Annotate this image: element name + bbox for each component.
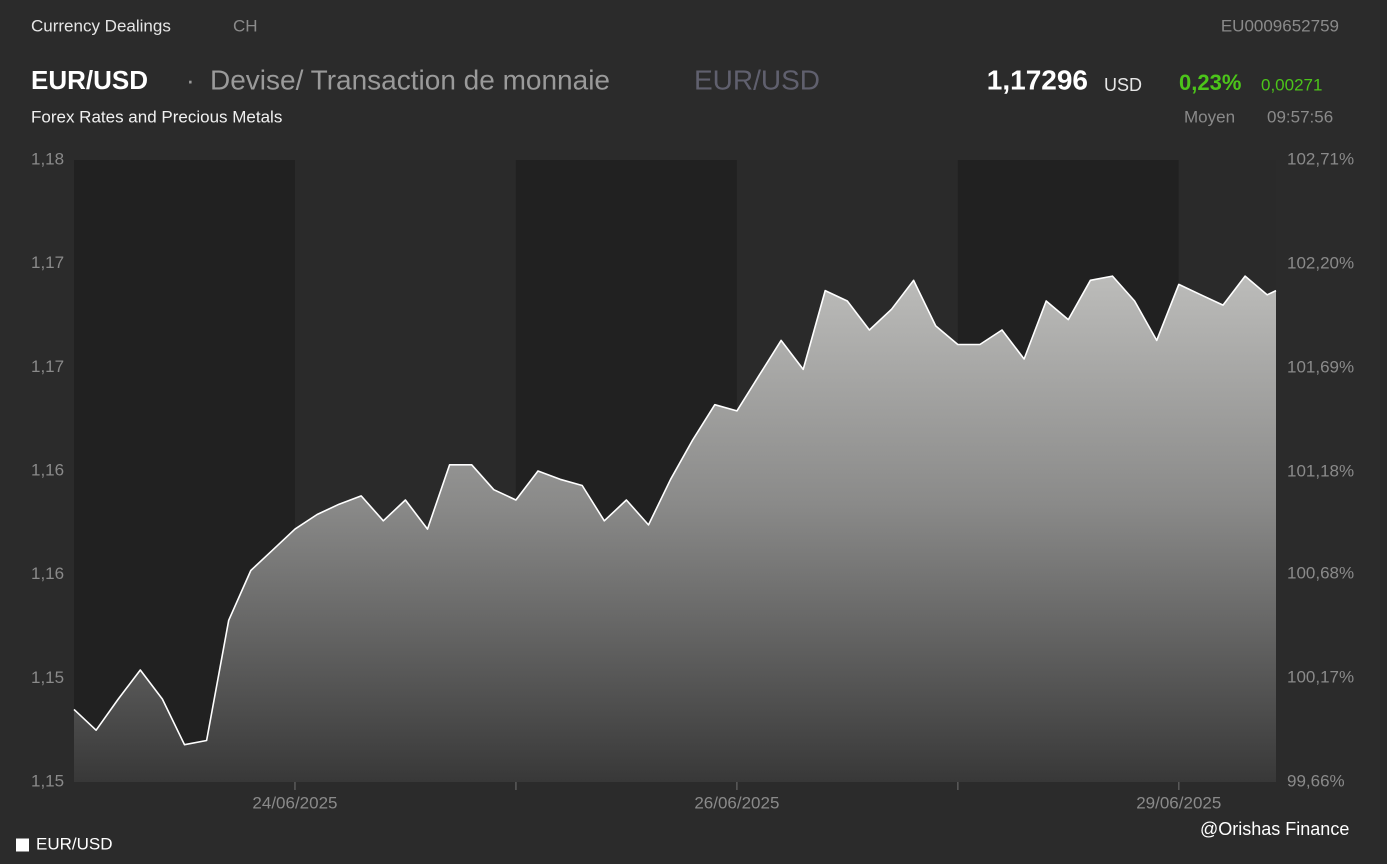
isin: EU0009652759: [1221, 16, 1339, 35]
y2-tick-label: 100,68%: [1287, 563, 1354, 582]
exchange: Currency Dealings: [31, 16, 171, 35]
area-fill: [74, 276, 1276, 782]
symbol: EUR/USD: [31, 65, 148, 95]
country: CH: [233, 16, 258, 35]
x-tick-label: 26/06/2025: [694, 793, 779, 812]
change-abs: 0,00271: [1261, 75, 1322, 94]
description: Devise/ Transaction de monnaie: [210, 64, 610, 95]
change-percent: 0,23%: [1179, 70, 1241, 95]
price-line: [73, 275, 1277, 746]
x-tick-label: 24/06/2025: [252, 793, 337, 812]
subtitle: Forex Rates and Precious Metals: [31, 107, 282, 126]
watermark: @Orishas Finance: [1200, 819, 1349, 839]
y2-tick-label: 102,71%: [1287, 149, 1354, 168]
legend-label: EUR/USD: [36, 834, 113, 853]
y-tick-label: 1,15: [31, 771, 64, 790]
time: 09:57:56: [1267, 107, 1333, 126]
price-type: Moyen: [1184, 107, 1235, 126]
y2-tick-label: 100,17%: [1287, 667, 1354, 686]
y2-tick-label: 101,69%: [1287, 357, 1354, 376]
separator: ·: [186, 65, 195, 95]
y2-tick-label: 99,66%: [1287, 771, 1345, 790]
legend-swatch: [16, 838, 29, 852]
y2-tick-label: 101,18%: [1287, 462, 1354, 481]
symbol-alt: EUR/USD: [694, 64, 820, 95]
y-tick-label: 1,16: [31, 460, 64, 479]
price: 1,17296: [987, 64, 1088, 95]
y-tick-label: 1,17: [31, 357, 64, 376]
y-tick-label: 1,16: [31, 564, 64, 583]
plot: 1,15 1,15 1,16 1,16 1,17 1,17 1,18 99,66% 100,17…: [31, 149, 1354, 812]
y-tick-label: 1,18: [31, 149, 64, 168]
header: Currency Dealings CH EU0009652759 EUR/US…: [31, 16, 1339, 126]
y-tick-label: 1,17: [31, 253, 64, 272]
x-tick-label: 29/06/2025: [1136, 793, 1221, 812]
y2-tick-label: 102,20%: [1287, 253, 1354, 272]
y-tick-label: 1,15: [31, 668, 64, 687]
currency: USD: [1104, 75, 1142, 95]
